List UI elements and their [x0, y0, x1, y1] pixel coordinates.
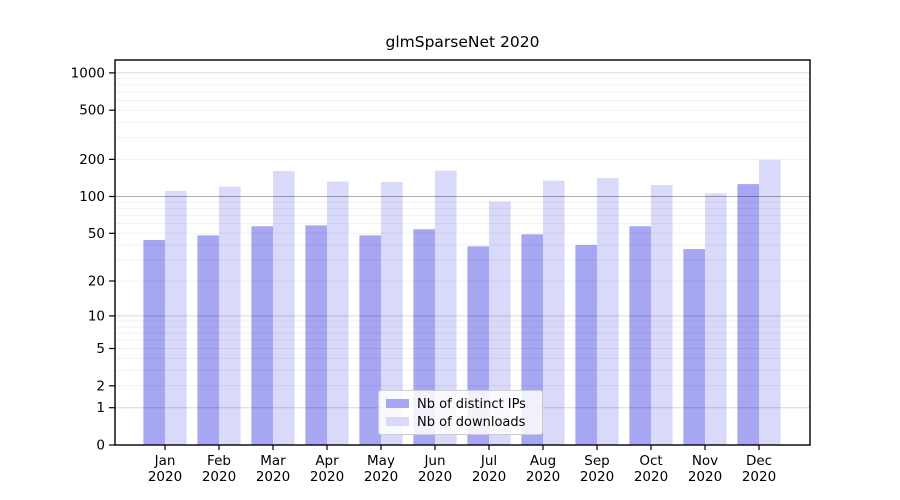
legend-label-downloads: Nb of downloads	[417, 414, 526, 430]
y-tick-label-1000: 1000	[71, 65, 105, 81]
bar-apr-downloads	[327, 181, 349, 445]
x-tick-label-month-dec: Dec	[746, 453, 772, 469]
x-tick-label-year-nov: 2020	[688, 469, 722, 485]
bar-feb-downloads	[219, 186, 241, 445]
bar-oct-distinct-ips	[629, 226, 651, 445]
y-tick-label-20: 20	[88, 274, 105, 290]
y-tick-label-100: 100	[79, 189, 105, 205]
y-tick-label-2: 2	[96, 378, 105, 394]
bar-oct-downloads	[651, 185, 673, 445]
x-tick-label-month-sep: Sep	[584, 453, 609, 469]
legend-swatch-downloads	[386, 417, 409, 426]
x-tick-label-month-may: May	[367, 453, 395, 469]
legend-entry-distinct-ips: Nb of distinct IPs	[386, 397, 542, 411]
y-tick-label-5: 5	[96, 341, 105, 357]
bar-dec-distinct-ips	[737, 184, 759, 445]
x-tick-label-year-may: 2020	[364, 469, 398, 485]
x-tick-label-month-nov: Nov	[692, 453, 718, 469]
legend-swatch-distinct-ips	[386, 399, 409, 408]
bar-mar-distinct-ips	[251, 226, 273, 445]
x-tick-label-year-sep: 2020	[580, 469, 614, 485]
y-tick-label-200: 200	[79, 152, 105, 168]
bar-mar-downloads	[273, 171, 295, 445]
y-tick-label-50: 50	[88, 226, 105, 242]
x-tick-label-month-jul: Jul	[480, 453, 497, 469]
bar-may-distinct-ips	[359, 235, 381, 445]
y-tick-label-10: 10	[88, 308, 105, 324]
bar-jan-distinct-ips	[143, 240, 165, 445]
bar-may-downloads	[381, 182, 403, 445]
bar-jun-downloads	[435, 170, 457, 445]
x-tick-label-month-jun: Jun	[423, 453, 445, 469]
x-tick-label-month-apr: Apr	[315, 453, 339, 469]
bar-dec-downloads	[759, 159, 781, 445]
x-tick-label-year-jun: 2020	[418, 469, 452, 485]
x-tick-label-month-aug: Aug	[530, 453, 556, 469]
bar-aug-downloads	[543, 180, 565, 446]
legend-entry-downloads: Nb of downloads	[386, 415, 542, 429]
x-tick-label-year-jan: 2020	[148, 469, 182, 485]
x-tick-label-month-mar: Mar	[260, 453, 286, 469]
x-tick-label-month-oct: Oct	[639, 453, 662, 469]
bar-apr-distinct-ips	[305, 225, 327, 445]
bar-nov-downloads	[705, 193, 727, 445]
bar-jan-downloads	[165, 190, 187, 445]
x-tick-label-year-apr: 2020	[310, 469, 344, 485]
bar-jul-downloads	[489, 201, 511, 445]
bar-nov-distinct-ips	[683, 249, 705, 445]
x-tick-label-month-feb: Feb	[207, 453, 231, 469]
y-tick-label-1: 1	[96, 400, 105, 416]
bar-sep-distinct-ips	[575, 245, 597, 445]
legend: Nb of distinct IPs Nb of downloads	[378, 390, 543, 435]
bar-feb-distinct-ips	[197, 235, 219, 445]
x-tick-label-year-jul: 2020	[472, 469, 506, 485]
plot-box	[114, 59, 811, 446]
x-tick-label-year-mar: 2020	[256, 469, 290, 485]
x-tick-label-year-aug: 2020	[526, 469, 560, 485]
x-tick-label-year-dec: 2020	[742, 469, 776, 485]
x-tick-label-year-feb: 2020	[202, 469, 236, 485]
x-tick-label-month-jan: Jan	[154, 453, 176, 469]
bar-sep-downloads	[597, 178, 619, 445]
x-tick-label-year-oct: 2020	[634, 469, 668, 485]
y-tick-label-500: 500	[79, 103, 105, 119]
legend-label-distinct-ips: Nb of distinct IPs	[417, 396, 526, 412]
chart-title: glmSparseNet 2020	[385, 33, 540, 51]
y-tick-label-0: 0	[96, 438, 105, 454]
